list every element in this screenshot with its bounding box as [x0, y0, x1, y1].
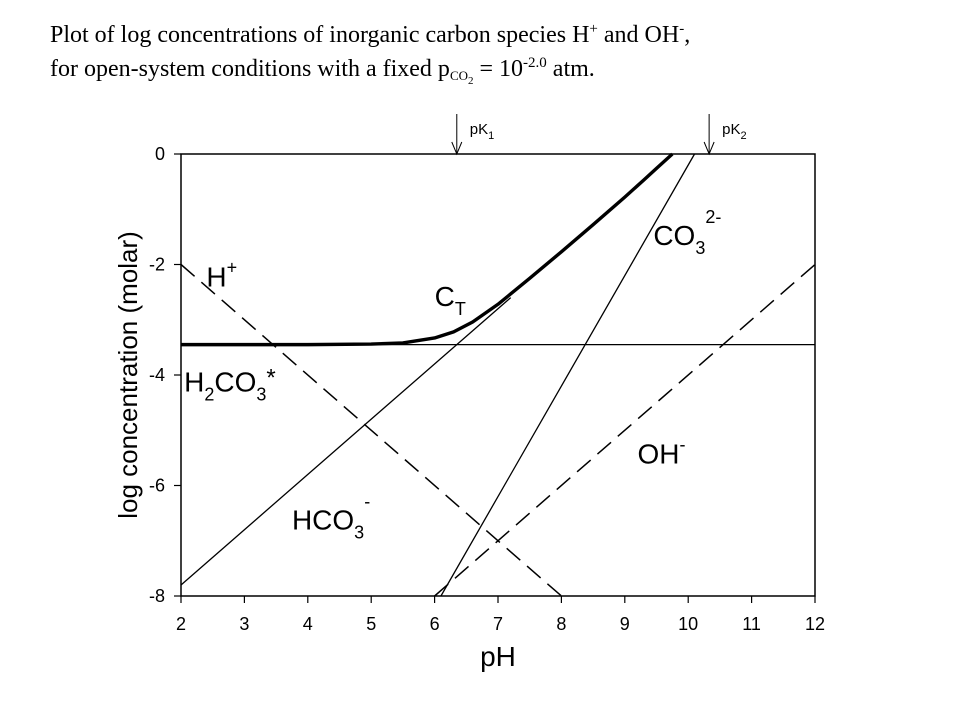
- series-line-hco3: [180, 297, 512, 586]
- series-label-text2: CO: [214, 367, 256, 398]
- pk-label-sub: 1: [488, 130, 494, 142]
- pk-label-sub: 2: [740, 130, 746, 142]
- title-line-1: Plot of log concentrations of inorganic …: [50, 21, 691, 49]
- series-label-sub: T: [455, 299, 466, 319]
- title-pco2-sub: CO: [449, 68, 468, 83]
- title-h-charge: +: [589, 21, 598, 37]
- y-tick-label: 0: [155, 144, 165, 164]
- title-line1-end: ,: [684, 22, 691, 48]
- y-tick-label: -8: [149, 586, 165, 606]
- title-line-2: for open-system conditions with a fixed …: [50, 55, 595, 87]
- series-label-sub: 3: [354, 523, 364, 543]
- x-axis-label: pH: [480, 641, 516, 672]
- series-label-text: H: [206, 262, 226, 293]
- y-tick-label: -6: [149, 476, 165, 496]
- series-line-h: [180, 263, 562, 597]
- series-label: CT: [435, 281, 466, 319]
- series-label: CO32-: [653, 207, 721, 258]
- series-label-text: C: [435, 281, 455, 312]
- series-label-sub2: 3: [256, 385, 266, 405]
- x-tick-label: 6: [430, 614, 440, 634]
- series-label: HCO3-: [292, 492, 370, 543]
- chart-axes: 2 3 4 5 6 7 8 9 10 11 120-2-4-6-8: [149, 144, 825, 634]
- series-label-tail: *: [266, 365, 275, 392]
- x-tick-label: 10: [678, 614, 698, 634]
- pk-label-text: pK: [722, 121, 740, 138]
- series-label-sup: +: [227, 258, 238, 278]
- x-tick-label: 7: [493, 614, 503, 634]
- x-tick-label: 8: [556, 614, 566, 634]
- title-oh-charge: -: [679, 21, 685, 37]
- series-label-sub: 3: [695, 238, 705, 258]
- series-line-ct: [181, 152, 674, 347]
- title-line1-text: Plot of log concentrations of inorganic …: [50, 22, 590, 48]
- title-line2-mid: = 10: [473, 56, 524, 82]
- x-tick-label: 12: [805, 614, 825, 634]
- x-tick-label: 11: [742, 614, 761, 634]
- series-label: OH-: [637, 434, 685, 469]
- series-label-sub: 2: [204, 385, 214, 405]
- x-tick-label: 4: [303, 614, 313, 634]
- title-exponent: -2.0: [523, 55, 547, 71]
- series-label: H2CO3*: [184, 365, 276, 405]
- series-label-sup: -: [364, 492, 370, 512]
- series-label-text: OH: [637, 438, 679, 469]
- series-label-text: CO: [653, 220, 695, 251]
- series-label-text: H: [184, 367, 204, 398]
- title-line2-text: for open-system conditions with a fixed …: [50, 56, 450, 82]
- pk-label: pK1: [470, 121, 494, 142]
- chart-title: Plot of log concentrations of inorganic …: [50, 18, 930, 87]
- chart-series: [180, 152, 816, 597]
- title-pco2-subsub: 2: [468, 75, 474, 87]
- x-tick-label: 2: [176, 614, 186, 634]
- pk-label-text: pK: [470, 121, 488, 138]
- series-label-sup: 2-: [705, 207, 721, 227]
- y-tick-label: -4: [149, 365, 165, 385]
- pk-markers: pK1 pK2: [451, 114, 747, 156]
- y-axis-label: log concentration (molar): [113, 231, 143, 519]
- series-line-oh: [434, 263, 816, 597]
- x-tick-label: 9: [620, 614, 630, 634]
- pk-label: pK2: [722, 121, 746, 142]
- y-tick-label: -2: [149, 255, 165, 275]
- series-line-co3-2: [440, 153, 696, 597]
- series-label-text: HCO: [292, 505, 354, 536]
- x-tick-label: 5: [366, 614, 376, 634]
- series-label: H+: [206, 258, 237, 293]
- series-label-sup: -: [679, 434, 685, 454]
- x-tick-label: 3: [239, 614, 249, 634]
- title-line1-mid: and OH: [597, 22, 680, 48]
- title-line2-end: atm.: [546, 56, 595, 82]
